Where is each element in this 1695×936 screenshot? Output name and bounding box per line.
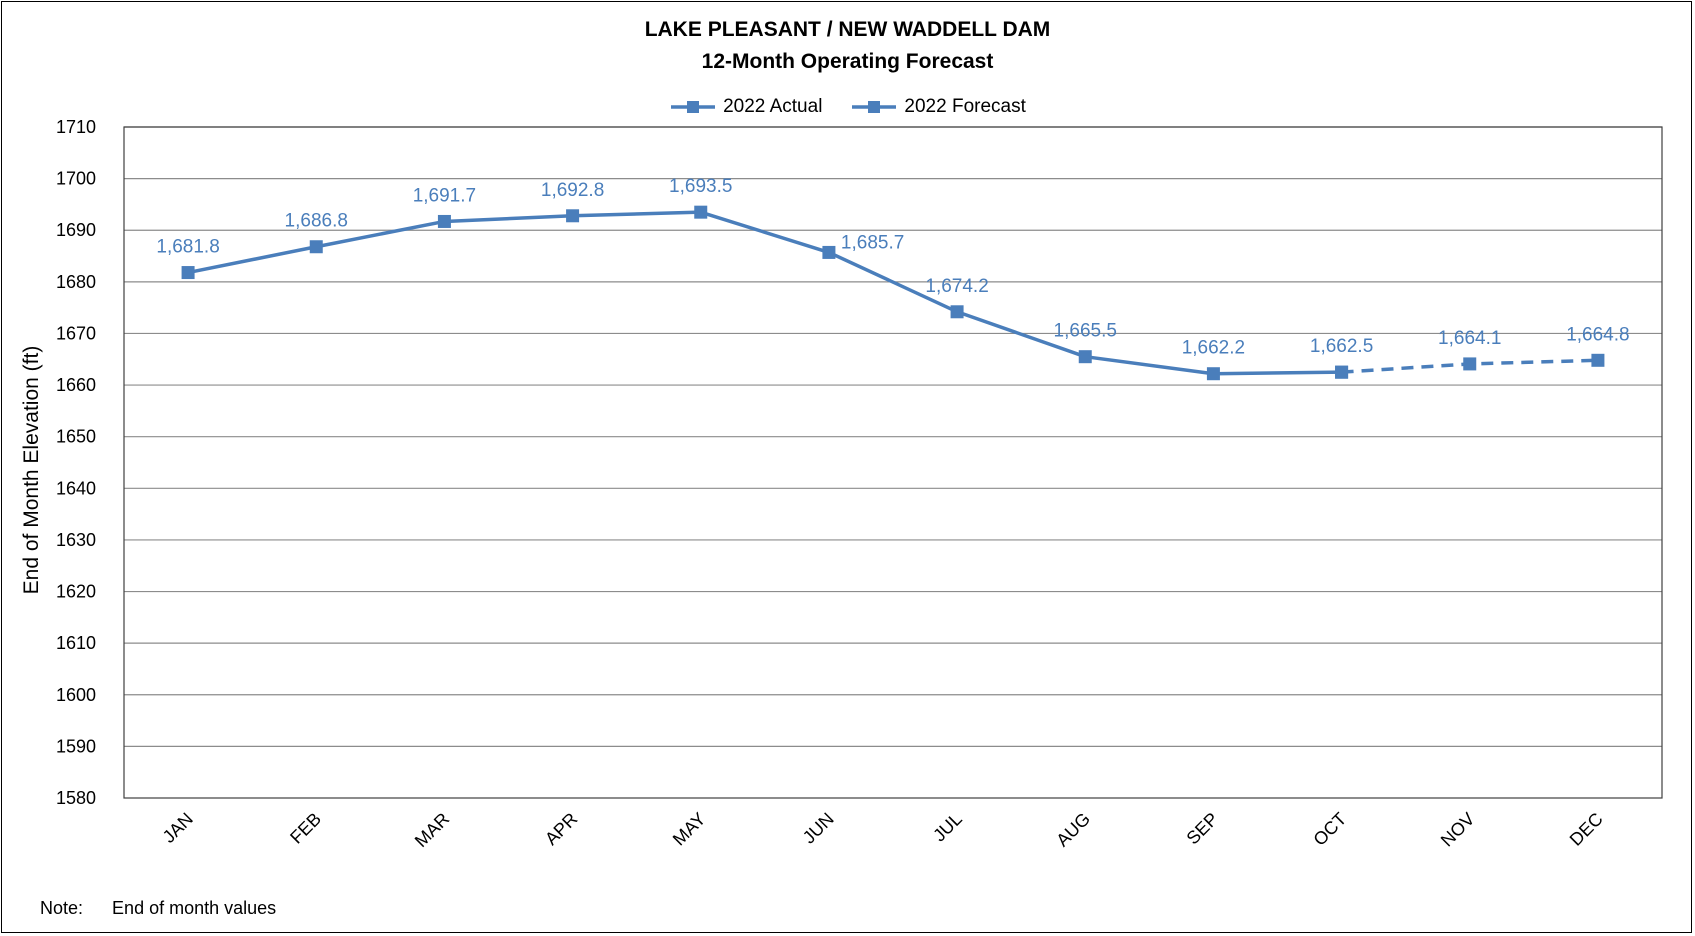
y-tick-label: 1580 [56, 788, 96, 808]
data-point-marker [694, 205, 708, 219]
data-point-marker [1206, 367, 1220, 381]
data-label: 1,664.8 [1566, 324, 1629, 345]
x-tick-label: APR [541, 809, 581, 849]
x-tick-label: FEB [286, 809, 325, 848]
y-tick-label: 1640 [56, 478, 96, 498]
legend-item-actual: 2022 Actual [669, 96, 822, 118]
y-tick-label: 1710 [56, 117, 96, 137]
data-label: 1,693.5 [669, 176, 732, 197]
x-tick-label: JAN [159, 809, 197, 847]
legend-label-forecast: 2022 Forecast [904, 96, 1026, 117]
y-tick-label: 1590 [56, 736, 96, 756]
x-tick-label: MAR [411, 809, 453, 851]
y-tick-label: 1600 [56, 685, 96, 705]
data-label: 1,692.8 [541, 180, 604, 201]
data-label: 1,685.7 [841, 232, 904, 253]
chart-note: Note: End of month values [40, 898, 276, 919]
y-tick-label: 1620 [56, 582, 96, 602]
data-point-marker [950, 305, 964, 319]
data-label: 1,681.8 [156, 237, 219, 258]
data-label: 1,662.5 [1310, 336, 1373, 357]
y-tick-label: 1700 [56, 169, 96, 189]
y-tick-label: 1690 [56, 220, 96, 240]
y-tick-label: 1650 [56, 427, 96, 447]
legend: 2022 Actual 2022 Forecast [0, 96, 1695, 118]
plot-area [123, 126, 1663, 799]
y-tick-label: 1660 [56, 375, 96, 395]
data-label: 1,664.1 [1438, 328, 1501, 349]
legend-label-actual: 2022 Actual [723, 96, 823, 117]
data-point-marker [181, 266, 195, 280]
x-tick-label: DEC [1566, 809, 1607, 850]
data-point-marker [437, 214, 451, 228]
y-tick-label: 1630 [56, 530, 96, 550]
x-tick-label: JUN [799, 809, 838, 848]
x-tick-label: NOV [1437, 809, 1479, 851]
note-label: Note: [40, 898, 84, 918]
data-label: 1,665.5 [1054, 321, 1117, 342]
data-point-marker [1078, 350, 1092, 364]
x-tick-label: MAY [669, 809, 710, 850]
x-tick-label: AUG [1052, 809, 1094, 851]
data-label: 1,686.8 [285, 211, 348, 232]
legend-item-forecast: 2022 Forecast [850, 96, 1026, 118]
x-tick-label: JUL [929, 809, 966, 846]
y-tick-label: 1680 [56, 272, 96, 292]
data-label: 1,691.7 [413, 185, 476, 206]
y-tick-label: 1610 [56, 633, 96, 653]
note-text: End of month values [112, 898, 277, 918]
data-point-marker [1335, 365, 1349, 379]
data-label: 1,674.2 [925, 276, 988, 297]
chart-subtitle: 12-Month Operating Forecast [701, 50, 994, 73]
legend-forecast-marker-icon [852, 101, 897, 113]
x-tick-label: OCT [1309, 809, 1350, 850]
data-point-marker [1591, 353, 1605, 367]
data-point-marker [566, 209, 580, 223]
x-tick-label: SEP [1183, 809, 1223, 849]
data-point-marker [822, 245, 836, 259]
legend-actual-marker-icon [671, 101, 716, 113]
data-label: 1,662.2 [1182, 338, 1245, 359]
data-point-marker [1463, 357, 1477, 371]
series-line-actual [187, 210, 1342, 376]
y-tick-label: 1670 [56, 323, 96, 343]
chart-title: LAKE PLEASANT / NEW WADDELL DAM [644, 18, 1051, 41]
data-point-marker [309, 240, 323, 254]
